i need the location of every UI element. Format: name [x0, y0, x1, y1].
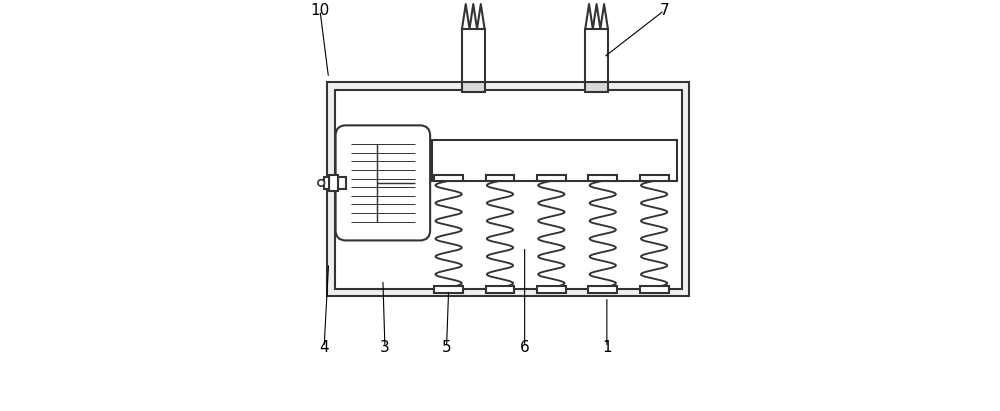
Text: 4: 4: [319, 340, 329, 355]
Bar: [462, 29, 485, 82]
Text: 5: 5: [442, 340, 451, 355]
Text: 7: 7: [660, 3, 669, 18]
Bar: [640, 286, 669, 293]
Text: 10: 10: [310, 3, 330, 18]
Bar: [486, 175, 514, 181]
Bar: [537, 286, 566, 293]
Bar: [338, 177, 346, 189]
Bar: [432, 140, 677, 181]
Bar: [640, 175, 669, 181]
Bar: [585, 29, 608, 82]
Bar: [434, 286, 463, 293]
FancyBboxPatch shape: [336, 125, 430, 240]
Bar: [462, 82, 485, 92]
Bar: [335, 90, 682, 289]
Bar: [585, 82, 608, 92]
Bar: [324, 177, 329, 189]
Bar: [434, 175, 463, 181]
Bar: [588, 175, 617, 181]
Bar: [329, 175, 338, 191]
Text: 6: 6: [520, 340, 530, 355]
Text: 1: 1: [602, 340, 612, 355]
Bar: [588, 286, 617, 293]
Bar: [486, 286, 514, 293]
Bar: [327, 82, 689, 296]
Text: 3: 3: [380, 340, 390, 355]
Bar: [537, 175, 566, 181]
Circle shape: [318, 180, 325, 186]
